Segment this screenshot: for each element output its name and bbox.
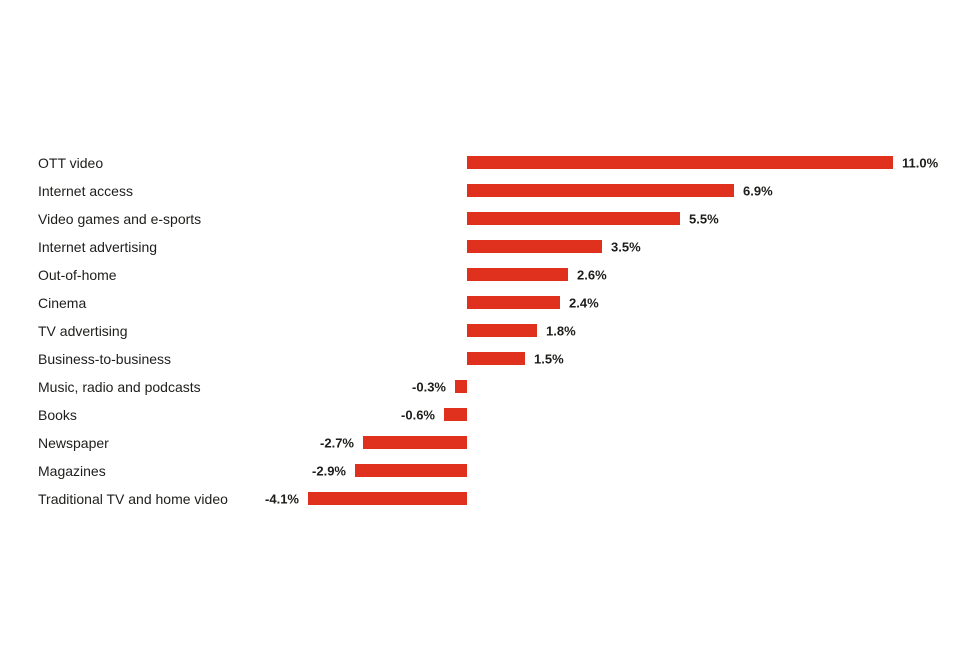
chart-row: Magazines -2.9% — [0, 457, 960, 485]
bar — [467, 296, 560, 309]
category-label: OTT video — [38, 155, 104, 171]
bar — [363, 436, 467, 449]
chart-row: Music, radio and podcasts -0.3% — [0, 373, 960, 401]
value-label: -2.9% — [312, 463, 346, 479]
category-label: Business-to-business — [38, 351, 172, 367]
value-label: -0.6% — [401, 407, 435, 423]
chart-row: OTT video 11.0% — [0, 149, 960, 177]
category-label: Out-of-home — [38, 267, 117, 283]
chart-row: Business-to-business 1.5% — [0, 345, 960, 373]
chart-row: Traditional TV and home video -4.1% — [0, 485, 960, 513]
bar — [308, 492, 467, 505]
bar — [467, 156, 893, 169]
chart-row: Newspaper -2.7% — [0, 429, 960, 457]
category-label: Cinema — [38, 295, 87, 311]
value-label: -0.3% — [412, 379, 446, 395]
value-label: 2.6% — [577, 267, 607, 283]
value-label: -4.1% — [265, 491, 299, 507]
bar — [467, 268, 568, 281]
category-label: Video games and e-sports — [38, 211, 202, 227]
bar — [355, 464, 467, 477]
bar — [467, 240, 602, 253]
bar — [455, 380, 467, 393]
bar — [444, 408, 467, 421]
chart-row: Video games and e-sports 5.5% — [0, 205, 960, 233]
bar — [467, 212, 680, 225]
value-label: 11.0% — [902, 155, 939, 171]
category-label: Magazines — [38, 463, 106, 479]
category-label: Traditional TV and home video — [38, 491, 228, 507]
chart-row: Internet access 6.9% — [0, 177, 960, 205]
category-label: Books — [38, 407, 77, 423]
category-label: TV advertising — [38, 323, 128, 339]
value-label: 5.5% — [689, 211, 719, 227]
bar — [467, 352, 525, 365]
value-label: -2.7% — [320, 435, 354, 451]
chart-row: Internet advertising 3.5% — [0, 233, 960, 261]
bar — [467, 324, 537, 337]
chart-row: Cinema 2.4% — [0, 289, 960, 317]
chart-row: Out-of-home 2.6% — [0, 261, 960, 289]
value-label: 1.8% — [546, 323, 576, 339]
value-label: 2.4% — [569, 295, 599, 311]
value-label: 6.9% — [743, 183, 773, 199]
value-label: 3.5% — [611, 239, 641, 255]
value-label: 1.5% — [534, 351, 564, 367]
chart-row: Books -0.6% — [0, 401, 960, 429]
category-label: Internet access — [38, 183, 133, 199]
category-label: Internet advertising — [38, 239, 158, 255]
category-label: Newspaper — [38, 435, 109, 451]
category-label: Music, radio and podcasts — [38, 379, 201, 395]
bar — [467, 184, 734, 197]
chart-row: TV advertising 1.8% — [0, 317, 960, 345]
